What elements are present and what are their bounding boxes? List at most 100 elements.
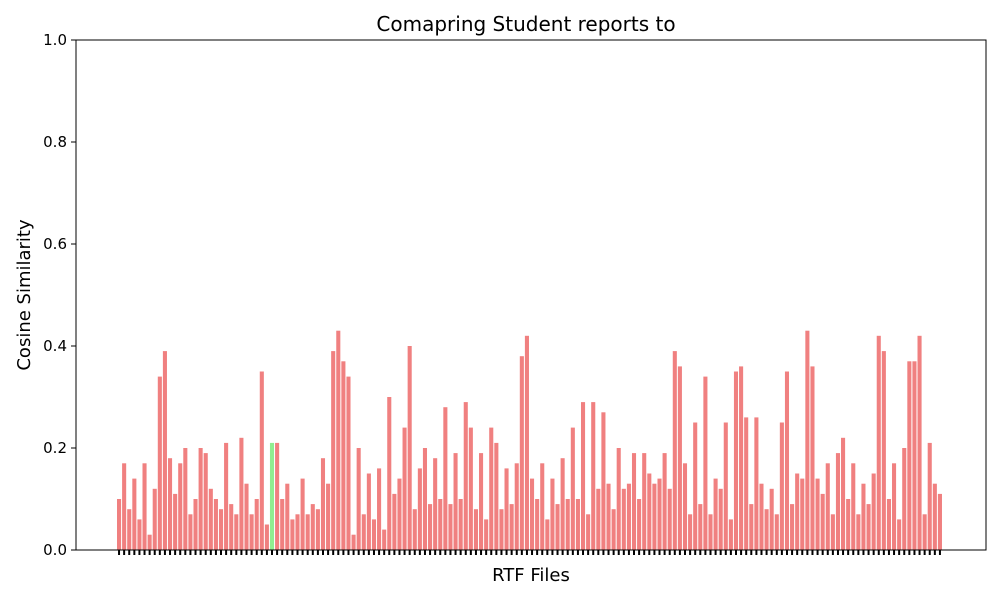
bar [535,499,540,550]
bar [759,483,764,550]
bar [448,504,453,550]
bar [662,453,667,550]
bar [800,478,805,550]
bar [917,335,922,550]
bar [682,463,688,550]
bar [443,407,448,550]
bar [652,483,657,550]
bar [351,534,356,550]
bar [626,483,631,550]
bar [361,514,366,550]
bar [795,473,800,550]
bar [320,458,326,550]
bar [886,499,891,550]
bar [310,504,315,550]
bar [555,504,560,550]
bar [494,442,499,550]
bar [657,478,662,550]
bar-highlighted [269,442,275,550]
bar [438,499,443,550]
bar [519,356,524,550]
bar [479,453,484,550]
bar [463,402,468,550]
bar [208,488,213,550]
bar [647,473,652,550]
bar [744,417,749,550]
bar [876,335,881,550]
bar [147,534,152,550]
bar [468,427,473,550]
bar [127,509,132,550]
bar [178,463,183,550]
bar [907,361,912,550]
bar [667,488,672,550]
bar [122,463,127,550]
bar [137,519,142,550]
bar [688,514,693,550]
bar [820,493,825,550]
bar [545,519,550,550]
bar [841,437,846,550]
bar [387,397,392,550]
bar [739,366,744,550]
bar [188,514,193,550]
bar [861,483,866,550]
bar [224,442,229,550]
bar [540,463,545,550]
bar [570,427,575,550]
bar [346,376,351,550]
bar [162,351,167,550]
bar [453,453,458,550]
bar [290,519,295,550]
bar [392,493,397,550]
bar [509,504,514,550]
bar [229,504,234,550]
bar [417,468,422,550]
bar [779,422,784,550]
bar [117,499,122,550]
chart-title: Comapring Student reports to [376,12,675,36]
bar [504,468,509,550]
bar [407,346,412,550]
bar [377,468,382,550]
x-axis-label: RTF Files [492,565,570,586]
bar [422,448,428,550]
bar [213,499,218,550]
bar [922,514,927,550]
bar [239,437,244,550]
bar [937,493,942,550]
bar [866,504,871,550]
bar [300,478,305,550]
bar [254,499,259,550]
bar [830,514,835,550]
y-ticks-group: 0.0 0.2 0.4 0.6 0.8 1.0 [43,31,76,559]
y-tick-label: 0.4 [43,337,67,355]
bar [728,519,733,550]
bar [285,483,290,550]
bar [530,478,535,550]
bar [631,453,637,550]
bar [234,514,239,550]
y-tick-label: 1.0 [43,31,67,49]
y-tick-label: 0.0 [43,541,67,559]
bar [733,371,739,550]
bar [249,514,254,550]
bar [902,448,907,550]
bar [897,519,902,550]
bar [677,366,682,550]
bar [810,366,815,550]
bar [560,458,565,550]
bar [157,376,162,550]
bar [851,463,856,550]
bar [881,351,886,550]
bar [642,453,647,550]
bar [484,519,489,550]
bar [703,376,708,550]
bar [193,499,198,550]
bar [142,463,147,550]
bar [550,478,555,550]
bar [280,499,285,550]
bar [586,514,591,550]
y-axis-label: Cosine Similarity [14,219,35,371]
bar [825,463,830,550]
